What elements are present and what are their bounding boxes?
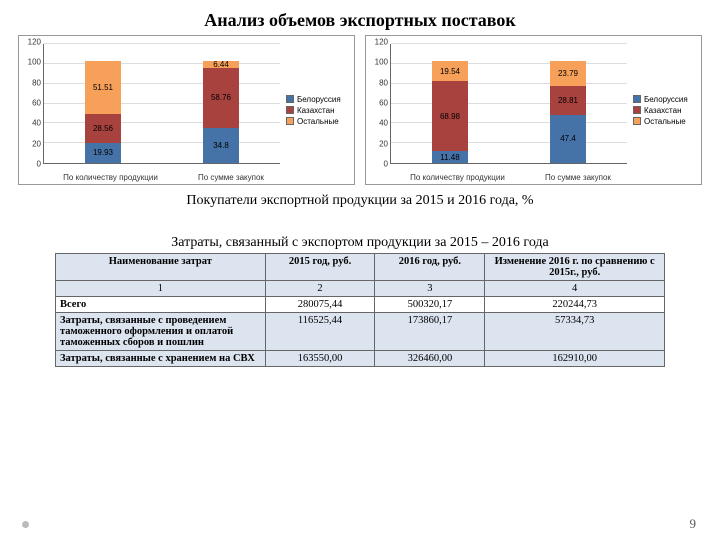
table-value-cell: 220244,73 (485, 297, 665, 313)
bar-group: 19.9328.5651.51 (85, 61, 121, 163)
legend-swatch (633, 117, 641, 125)
legend-swatch (286, 117, 294, 125)
legend: Белоруссия Казахстан Остальные (284, 36, 354, 184)
table-value-cell: 173860,17 (375, 313, 485, 351)
page-number: 9 (690, 516, 697, 532)
table-index-cell: 1 (56, 281, 266, 297)
page-title: Анализ объемов экспортных поставок (0, 0, 720, 35)
bar-segment: 47.4 (550, 115, 586, 163)
table-value-cell: 280075,44 (265, 297, 375, 313)
x-axis-label: По количеству продукции (410, 173, 505, 182)
table-header: Изменение 2016 г. по сравнению с 2015г.,… (485, 254, 665, 281)
bar-group: 11.4868.9819.54 (432, 61, 468, 163)
table-name-cell: Затраты, связанные с хранением на СВХ (56, 351, 266, 367)
table-index-cell: 2 (265, 281, 375, 297)
table-value-cell: 116525,44 (265, 313, 375, 351)
legend-item: Белоруссия (633, 95, 699, 104)
legend-swatch (286, 95, 294, 103)
bar-segment: 34.8 (203, 128, 239, 163)
table-header: 2016 год, руб. (375, 254, 485, 281)
table-value-cell: 57334,73 (485, 313, 665, 351)
x-axis-label: По сумме закупок (545, 173, 611, 182)
table-row: Затраты, связанные с хранением на СВХ163… (56, 351, 665, 367)
table-value-cell: 326460,00 (375, 351, 485, 367)
bar-segment: 58.76 (203, 68, 239, 128)
table-name-cell: Затраты, связанные с проведением таможен… (56, 313, 266, 351)
bar-segment: 68.98 (432, 81, 468, 151)
table-row: Всего280075,44500320,17220244,73 (56, 297, 665, 313)
table-index-cell: 3 (375, 281, 485, 297)
bullet-icon (22, 521, 29, 528)
bar-segment: 28.81 (550, 86, 586, 115)
legend-item: Остальные (633, 117, 699, 126)
charts-caption: Покупатели экспортной продукции за 2015 … (0, 185, 720, 215)
bar-segment: 19.54 (432, 61, 468, 81)
table-value-cell: 500320,17 (375, 297, 485, 313)
table-value-cell: 163550,00 (265, 351, 375, 367)
legend-item: Казахстан (633, 106, 699, 115)
bar-segment: 51.51 (85, 61, 121, 113)
bar-segment: 28.56 (85, 114, 121, 143)
bar-segment: 23.79 (550, 61, 586, 85)
legend-item: Казахстан (286, 106, 352, 115)
bar-segment: 11.48 (432, 151, 468, 163)
x-axis-label: По количеству продукции (63, 173, 158, 182)
legend-item: Белоруссия (286, 95, 352, 104)
table-row: Затраты, связанные с проведением таможен… (56, 313, 665, 351)
bar-group: 34.858.766.44 (203, 61, 239, 163)
bar-segment: 6.44 (203, 61, 239, 68)
costs-table: Наименование затрат2015 год, руб.2016 го… (55, 253, 665, 367)
table-caption: Затраты, связанный с экспортом продукции… (0, 215, 720, 253)
table-name-cell: Всего (56, 297, 266, 313)
legend-swatch (633, 95, 641, 103)
table-header: 2015 год, руб. (265, 254, 375, 281)
table-index-cell: 4 (485, 281, 665, 297)
legend-swatch (633, 106, 641, 114)
chart-2016: 02040608010012011.4868.9819.5447.428.812… (365, 35, 702, 185)
bar-segment: 19.93 (85, 143, 121, 163)
legend-swatch (286, 106, 294, 114)
x-axis-label: По сумме закупок (198, 173, 264, 182)
legend: Белоруссия Казахстан Остальные (631, 36, 701, 184)
legend-item: Остальные (286, 117, 352, 126)
charts-row: 02040608010012019.9328.5651.5134.858.766… (0, 35, 720, 185)
table-header: Наименование затрат (56, 254, 266, 281)
chart-2015: 02040608010012019.9328.5651.5134.858.766… (18, 35, 355, 185)
table-value-cell: 162910,00 (485, 351, 665, 367)
bar-group: 47.428.8123.79 (550, 61, 586, 163)
